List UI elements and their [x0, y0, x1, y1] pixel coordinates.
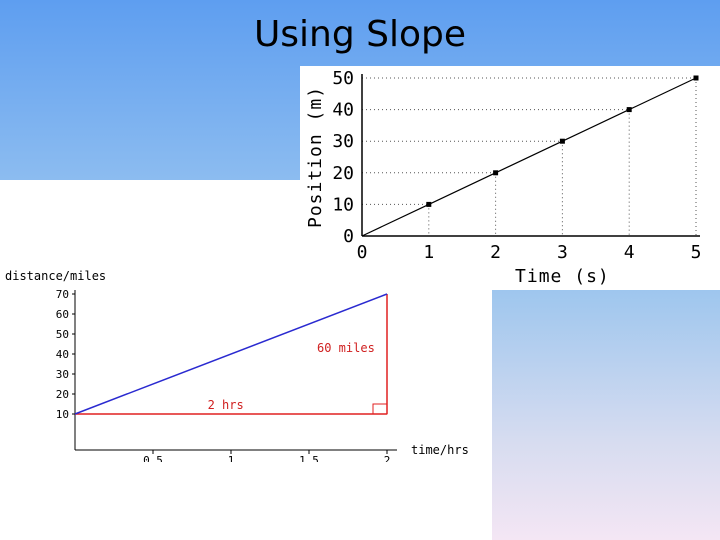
series — [361, 75, 699, 237]
y-tick-label: 10 — [332, 194, 354, 215]
slide-background-corner — [492, 290, 720, 540]
y-tick-label: 70 — [56, 288, 69, 301]
x-tick-label: 4 — [624, 242, 635, 263]
y-tick-label: 40 — [56, 348, 69, 361]
slide-title: Using Slope — [253, 14, 467, 55]
y-tick-label: 50 — [332, 68, 354, 89]
y-tick-label: 20 — [332, 163, 354, 184]
x-tick-label: 1.5 — [299, 454, 319, 462]
y-tick-label: 50 — [56, 328, 69, 341]
x-tick-label: 0 — [357, 242, 368, 263]
distance-time-chart: distance/miles 10 20 30 40 50 60 70 0.5 1 1.5 2 t… — [0, 262, 492, 467]
y-tick-label: 40 — [332, 100, 354, 121]
y-axis-label: distance/miles — [5, 269, 106, 283]
x-tick-label: 0.5 — [143, 454, 163, 462]
x-tick-labels: 0 1 2 3 4 5 — [357, 242, 702, 263]
x-tick-label: 3 — [557, 242, 568, 263]
position-time-chart: 0 10 20 30 40 50 0 1 2 3 4 5 Position (m) Time (s) — [300, 66, 720, 290]
x-tick-label: 5 — [691, 242, 702, 263]
y-tick-labels: 0 10 20 30 40 50 — [332, 68, 354, 247]
slope-triangle — [75, 294, 388, 415]
run-annotation: 2 hrs — [208, 398, 244, 412]
position-time-plot: 0 10 20 30 40 50 0 1 2 3 4 5 Position (m) Time (s) — [305, 68, 702, 287]
right-angle-marker — [372, 403, 388, 415]
x-tick-label: 2 — [490, 242, 501, 263]
x-tick-label: 2 — [384, 454, 391, 462]
data-point — [626, 107, 632, 113]
series-line — [74, 293, 388, 415]
x-axis-label: Time (s) — [515, 266, 610, 287]
x-tick-label: 1 — [228, 454, 235, 462]
y-tick-label: 0 — [343, 226, 354, 247]
data-point — [693, 75, 699, 81]
y-tick-label: 10 — [56, 408, 69, 421]
series-line — [361, 77, 697, 237]
data-point — [493, 170, 499, 176]
y-tick-label: 30 — [56, 368, 69, 381]
y-tick-label: 30 — [332, 131, 354, 152]
distance-time-plot: distance/miles 10 20 30 40 50 60 70 0.5 1 1.5 2 t… — [5, 269, 469, 467]
data-point — [426, 201, 432, 207]
grid — [362, 77, 697, 236]
rise-annotation: 60 miles — [317, 341, 375, 355]
data-point — [559, 138, 565, 144]
series — [74, 293, 388, 415]
x-tick-labels: 0.5 1 1.5 2 — [143, 450, 391, 467]
y-axis-label: Position (m) — [305, 86, 326, 228]
y-tick-labels: 10 20 30 40 50 60 70 — [56, 288, 75, 421]
y-tick-label: 60 — [56, 308, 69, 321]
x-axis-label: time/hrs — [411, 443, 469, 457]
x-tick-label: 1 — [423, 242, 434, 263]
y-tick-label: 20 — [56, 388, 69, 401]
